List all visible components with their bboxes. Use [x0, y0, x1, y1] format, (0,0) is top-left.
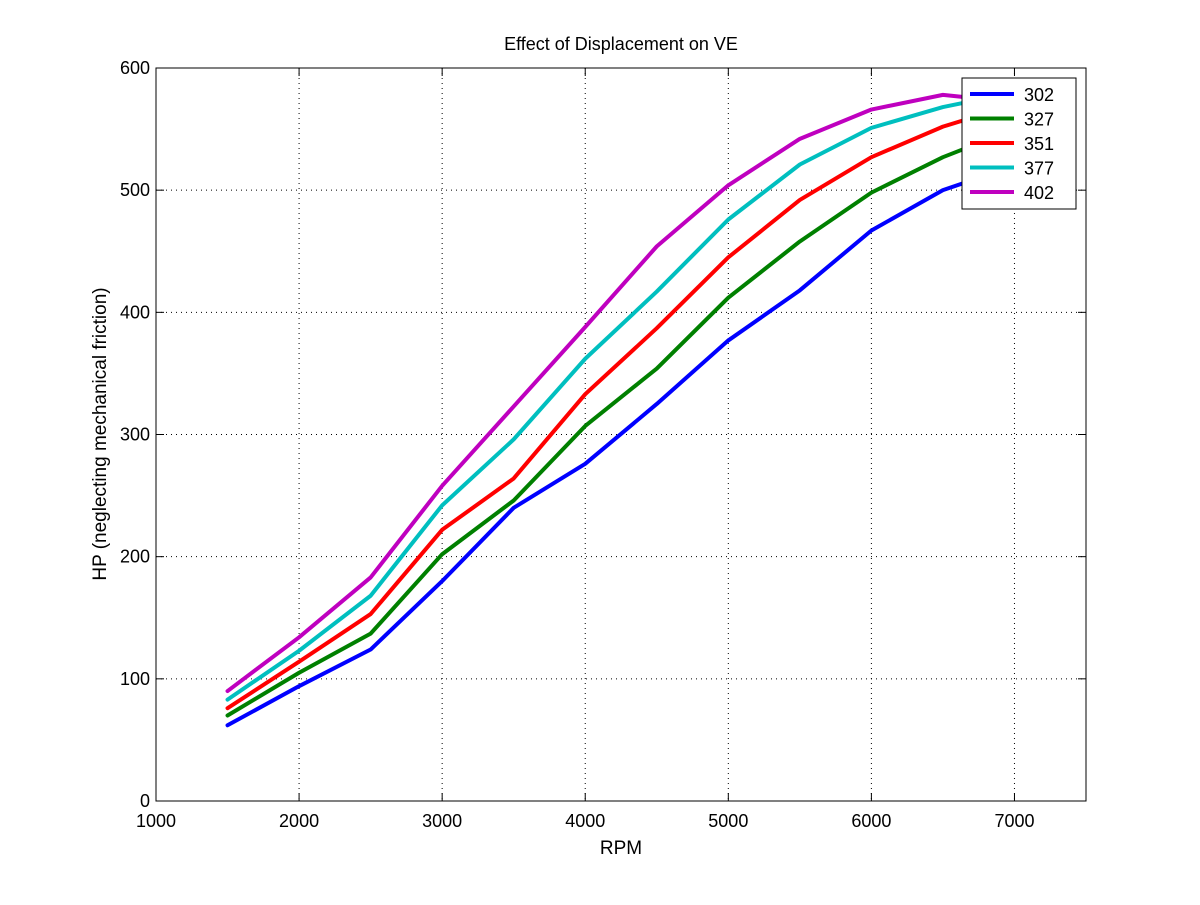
y-tick-label: 200	[120, 547, 150, 567]
y-axis-title: HP (neglecting mechanical friction)	[90, 287, 111, 580]
x-tick-label: 7000	[994, 811, 1034, 831]
x-tick-label: 6000	[851, 811, 891, 831]
legend: 302 327 351 377 402	[961, 77, 1077, 210]
legend-label: 327	[1024, 110, 1054, 130]
y-tick-label: 0	[140, 791, 150, 811]
y-tick-label: 100	[120, 669, 150, 689]
axis-ticks	[155, 67, 1086, 802]
series-line-351	[225, 102, 1017, 711]
series-lines	[225, 90, 1017, 728]
series-line-302	[225, 163, 1017, 728]
legend-label: 351	[1024, 134, 1054, 154]
x-tick-label: 2000	[279, 811, 319, 831]
y-tick-label: 300	[120, 425, 150, 445]
legend-label: 302	[1024, 85, 1054, 105]
legend-label: 402	[1024, 183, 1054, 203]
y-tick-label: 500	[120, 180, 150, 200]
chart-title: Effect of Displacement on VE	[504, 34, 738, 54]
x-tick-labels: 1000 2000 3000 4000 5000 6000 7000	[136, 811, 1035, 831]
y-tick-label: 600	[120, 58, 150, 78]
legend-label: 377	[1024, 159, 1054, 179]
series-line-327	[225, 127, 1017, 718]
x-tick-label: 4000	[565, 811, 605, 831]
y-tick-labels: 0 100 200 300 400 500 600	[120, 58, 150, 811]
series-line-402	[225, 92, 1017, 694]
x-tick-label: 5000	[708, 811, 748, 831]
y-tick-label: 400	[120, 302, 150, 322]
x-tick-label: 3000	[422, 811, 462, 831]
x-axis-title: RPM	[600, 838, 642, 859]
series-line-377	[225, 90, 1017, 702]
x-tick-label: 1000	[136, 811, 176, 831]
